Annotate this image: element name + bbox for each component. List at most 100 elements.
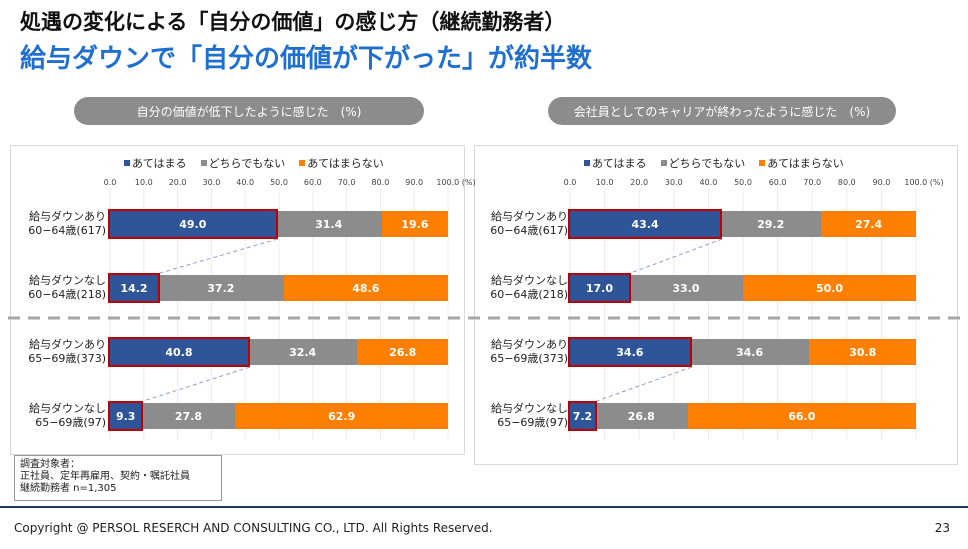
category-label-line: 給与ダウンあり: [29, 338, 106, 351]
data-label: 40.8: [165, 345, 193, 359]
data-label: 31.4: [315, 217, 343, 231]
highlight-box: [568, 401, 597, 431]
category-label-line: 65−69歳(97): [35, 416, 106, 429]
legend-swatch: [660, 160, 667, 166]
data-label: 34.6: [616, 345, 644, 359]
footer-divider: [0, 506, 968, 508]
highlight-box: [568, 209, 723, 239]
legend-swatch: [299, 160, 306, 166]
note-line: 正社員、定年再雇用、契約・嘱託社員: [20, 471, 190, 482]
category-label: 給与ダウンなし 65−69歳(97): [472, 402, 568, 430]
chart-legend: あてはまる どちらでもない あてはまらない: [124, 155, 384, 171]
legend-item: あてはまる: [124, 155, 187, 171]
data-label: 32.4: [289, 345, 317, 359]
highlight-box: [568, 273, 631, 303]
data-label: 26.8: [627, 409, 655, 423]
bar-segment-disagree: 50.0: [743, 275, 916, 301]
page-number: 23: [934, 521, 950, 535]
x-tick-label: 20.0: [630, 178, 649, 187]
highlight-box: [108, 337, 250, 367]
x-tick-label: 30.0: [664, 178, 683, 187]
category-label: 給与ダウンあり 60−64歳(617): [10, 210, 106, 238]
bar-segment-agree: 14.2: [110, 275, 158, 301]
highlight-box: [108, 273, 160, 303]
data-label: 9.3: [115, 409, 136, 423]
data-label: 66.0: [788, 409, 816, 423]
legend-label: どちらでもない: [668, 157, 746, 170]
right-chart-title: 会社員としてのキャリアが終わったように感じた (%): [548, 97, 896, 125]
x-tick-label: 0.0: [103, 178, 117, 187]
category-label-line: 給与ダウンあり: [491, 210, 568, 223]
bar-segment-disagree: 27.4: [821, 211, 916, 237]
data-label: 14.2: [120, 281, 148, 295]
data-label: 43.4: [631, 217, 659, 231]
x-tick-label: 50.0: [734, 178, 752, 187]
category-label-line: 65−69歳(97): [497, 416, 568, 429]
category-label: 給与ダウンあり 65−69歳(373): [472, 338, 568, 366]
legend-swatch: [124, 160, 130, 166]
bar-segment-disagree: 62.9: [235, 403, 448, 429]
data-label: 27.8: [174, 409, 202, 423]
category-label-line: 60−64歳(617): [28, 224, 106, 237]
x-tick-label: 10.0: [134, 178, 153, 187]
x-tick-label: 40.0: [699, 178, 718, 187]
bar-segment-neutral: 34.6: [689, 339, 810, 365]
data-label: 19.6: [401, 217, 429, 231]
copyright-text: Copyright @ PERSOL RESERCH AND CONSULTIN…: [14, 521, 493, 535]
category-label-line: 65−69歳(373): [490, 352, 568, 365]
category-label-line: 65−69歳(373): [28, 352, 106, 365]
highlight-box: [108, 209, 278, 239]
bar-segment-disagree: 26.8: [357, 339, 448, 365]
bar-segment-neutral: 29.2: [720, 211, 822, 237]
category-label-line: 60−64歳(218): [490, 288, 568, 301]
data-label: 48.6: [352, 281, 380, 295]
category-label: 給与ダウンなし 65−69歳(97): [10, 402, 106, 430]
bar-segment-neutral: 31.4: [275, 211, 382, 237]
survey-note: 調査対象者： 正社員、定年再雇用、契約・嘱託社員 継続勤務者 n=1,305: [14, 455, 222, 501]
data-label: 50.0: [815, 281, 844, 295]
category-label-line: 給与ダウンなし: [29, 274, 106, 287]
x-tick-label: 80.0: [371, 178, 390, 187]
bar-segment-disagree: 30.8: [809, 339, 916, 365]
x-tick-label: 100.0 (%): [436, 178, 476, 187]
data-label: 33.0: [672, 281, 700, 295]
bar-segment-neutral: 27.8: [141, 403, 236, 429]
legend-label: あてはまる: [132, 157, 187, 170]
legend-label: あてはまらない: [767, 157, 844, 170]
x-tick-label: 60.0: [303, 178, 322, 187]
page-subtitle: 給与ダウンで「自分の価値が下がった」が約半数: [20, 44, 593, 74]
x-tick-label: 100.0 (%): [904, 178, 944, 187]
bar-segment-disagree: 66.0: [687, 403, 916, 429]
x-tick-label: 70.0: [337, 178, 356, 187]
x-tick-label: 30.0: [202, 178, 221, 187]
x-tick-label: 20.0: [168, 178, 187, 187]
note-line: 継続勤務者 n=1,305: [20, 483, 117, 494]
data-label: 17.0: [585, 281, 613, 295]
bar-segment-agree: 43.4: [570, 211, 721, 237]
highlight-box: [108, 401, 144, 431]
bar-segment-neutral: 37.2: [157, 275, 284, 301]
bar-segment-agree: 9.3: [110, 403, 142, 429]
data-label: 26.8: [389, 345, 417, 359]
category-label: 給与ダウンなし 60−64歳(218): [10, 274, 106, 302]
legend-item: どちらでもない: [660, 155, 746, 171]
x-tick-label: 80.0: [837, 178, 856, 187]
category-label: 給与ダウンあり 60−64歳(617): [472, 210, 568, 238]
x-tick-label: 90.0: [405, 178, 424, 187]
category-label-line: 60−64歳(218): [28, 288, 106, 301]
x-tick-label: 40.0: [236, 178, 255, 187]
x-tick-label: 70.0: [803, 178, 822, 187]
bar-segment-agree: 17.0: [570, 275, 629, 301]
category-label-line: 給与ダウンなし: [29, 402, 106, 415]
category-label-line: 給与ダウンあり: [491, 338, 568, 351]
bar-segment-agree: 40.8: [110, 339, 248, 365]
legend-item: あてはまらない: [759, 155, 844, 171]
x-tick-label: 60.0: [768, 178, 787, 187]
data-label: 27.4: [855, 217, 883, 231]
data-label: 37.2: [207, 281, 235, 295]
bar-segment-disagree: 19.6: [381, 211, 448, 237]
data-label: 34.6: [735, 345, 764, 359]
category-label-line: 60−64歳(617): [490, 224, 568, 237]
chart-legend: あてはまる どちらでもない あてはまらない: [584, 155, 844, 171]
legend-item: あてはまる: [584, 155, 647, 171]
